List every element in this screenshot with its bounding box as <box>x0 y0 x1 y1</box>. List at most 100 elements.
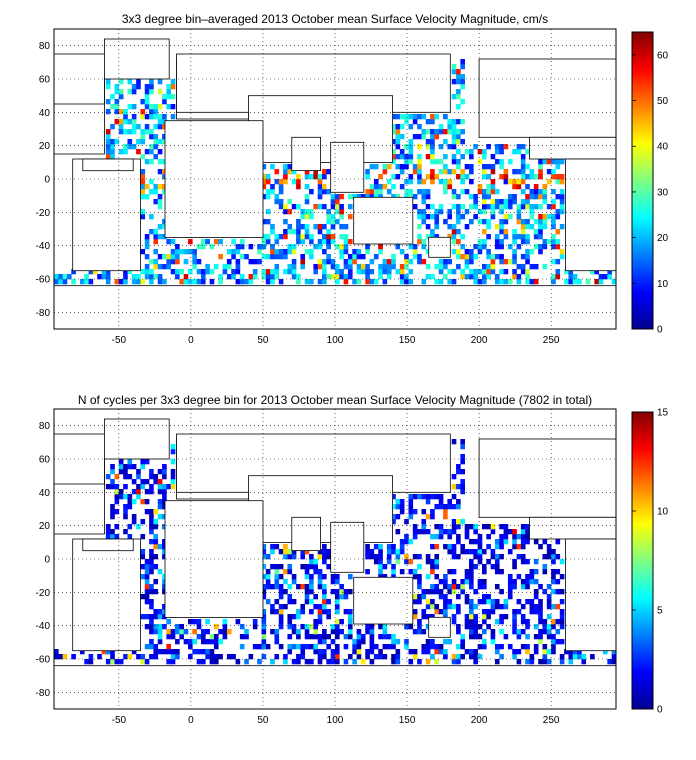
chart-title: 3x3 degree bin–averaged 2013 October mea… <box>122 12 548 26</box>
heatmap-cell <box>304 234 310 240</box>
heatmap-cell <box>421 189 427 195</box>
heatmap-cell <box>460 439 465 445</box>
heatmap-cell <box>313 564 318 570</box>
heatmap-cell <box>607 269 612 275</box>
heatmap-cell <box>546 204 552 210</box>
heatmap-cell <box>149 89 154 95</box>
heatmap-cell <box>382 269 388 275</box>
heatmap-cell <box>460 454 465 460</box>
heatmap-cell <box>460 79 465 85</box>
y-tick-label: 40 <box>39 108 51 119</box>
heatmap-cell <box>512 544 517 550</box>
heatmap-cell <box>261 549 267 555</box>
heatmap-cell <box>231 274 236 280</box>
heatmap-cell <box>166 659 172 665</box>
heatmap-cell <box>443 649 448 655</box>
heatmap-cell <box>494 149 500 155</box>
heatmap-cell <box>473 199 478 205</box>
land-shape <box>565 158 617 272</box>
heatmap-cell <box>365 629 370 635</box>
heatmap-cell <box>322 599 327 605</box>
heatmap-cell <box>456 159 461 165</box>
heatmap-cell <box>533 279 539 285</box>
heatmap-cell <box>304 249 310 255</box>
heatmap-cell <box>213 264 219 270</box>
heatmap-cell <box>296 279 301 285</box>
heatmap-cell <box>494 604 500 610</box>
heatmap-cell <box>408 494 414 500</box>
heatmap-cell <box>417 254 422 260</box>
heatmap-cell <box>162 609 167 615</box>
heatmap-cell <box>421 134 427 140</box>
heatmap-cell <box>136 274 141 280</box>
heatmap-cell <box>412 134 418 140</box>
heatmap-cell <box>430 604 435 610</box>
heatmap-cell <box>110 124 115 130</box>
heatmap-cell <box>520 254 526 260</box>
heatmap-cell <box>153 124 159 130</box>
heatmap-cell <box>300 259 306 265</box>
heatmap-cell <box>347 619 353 625</box>
heatmap-cell <box>456 69 461 75</box>
heatmap-cell <box>162 614 167 620</box>
heatmap-cell <box>304 229 310 235</box>
heatmap-cell <box>92 269 98 275</box>
heatmap-cell <box>131 479 137 485</box>
heatmap-cell <box>283 659 288 665</box>
heatmap-cell <box>373 554 379 560</box>
heatmap-cell <box>261 574 267 580</box>
heatmap-cell <box>507 259 513 265</box>
heatmap-cell <box>140 654 146 660</box>
heatmap-cell <box>278 624 284 630</box>
heatmap-cell <box>490 629 496 635</box>
heatmap-cell <box>105 79 111 85</box>
heatmap-cell <box>335 264 340 270</box>
heatmap-cell <box>481 579 487 585</box>
heatmap-cell <box>516 209 522 215</box>
heatmap-cell <box>378 544 383 550</box>
heatmap-cell <box>473 214 478 220</box>
heatmap-cell <box>278 574 284 580</box>
heatmap-cell <box>157 264 163 270</box>
heatmap-cell <box>520 204 526 210</box>
heatmap-cell <box>477 584 483 590</box>
heatmap-cell <box>369 639 375 645</box>
heatmap-cell <box>460 169 465 175</box>
heatmap-cell <box>438 589 444 595</box>
heatmap-cell <box>170 654 176 660</box>
heatmap-cell <box>309 644 314 650</box>
heatmap-cell <box>464 529 470 535</box>
heatmap-cell <box>533 174 539 180</box>
heatmap-cell <box>356 269 362 275</box>
heatmap-cell <box>451 94 457 100</box>
heatmap-cell <box>529 249 535 255</box>
heatmap-cell <box>451 484 457 490</box>
heatmap-cell <box>114 99 120 105</box>
heatmap-cell <box>469 649 474 655</box>
heatmap-cell <box>231 269 236 275</box>
heatmap-cell <box>170 479 176 485</box>
heatmap-cell <box>140 99 146 105</box>
heatmap-cell <box>335 269 340 275</box>
heatmap-cell <box>386 189 392 195</box>
heatmap-cell <box>270 584 275 590</box>
heatmap-cell <box>425 174 431 180</box>
heatmap-cell <box>555 164 561 170</box>
heatmap-cell <box>136 149 141 155</box>
heatmap-cell <box>322 274 327 280</box>
heatmap-cell <box>399 499 405 505</box>
heatmap-cell <box>481 199 487 205</box>
heatmap-cell <box>339 584 344 590</box>
heatmap-cell <box>118 129 124 135</box>
heatmap-cell <box>533 569 539 575</box>
heatmap-cell <box>503 199 509 205</box>
heatmap-cell <box>144 479 150 485</box>
heatmap-cell <box>460 154 465 160</box>
heatmap-cell <box>261 274 267 280</box>
heatmap-cell <box>209 659 215 665</box>
heatmap-cell <box>469 179 474 185</box>
heatmap-cell <box>456 209 461 215</box>
heatmap-cell <box>304 589 310 595</box>
heatmap-cell <box>378 574 383 580</box>
heatmap-cell <box>283 569 288 575</box>
